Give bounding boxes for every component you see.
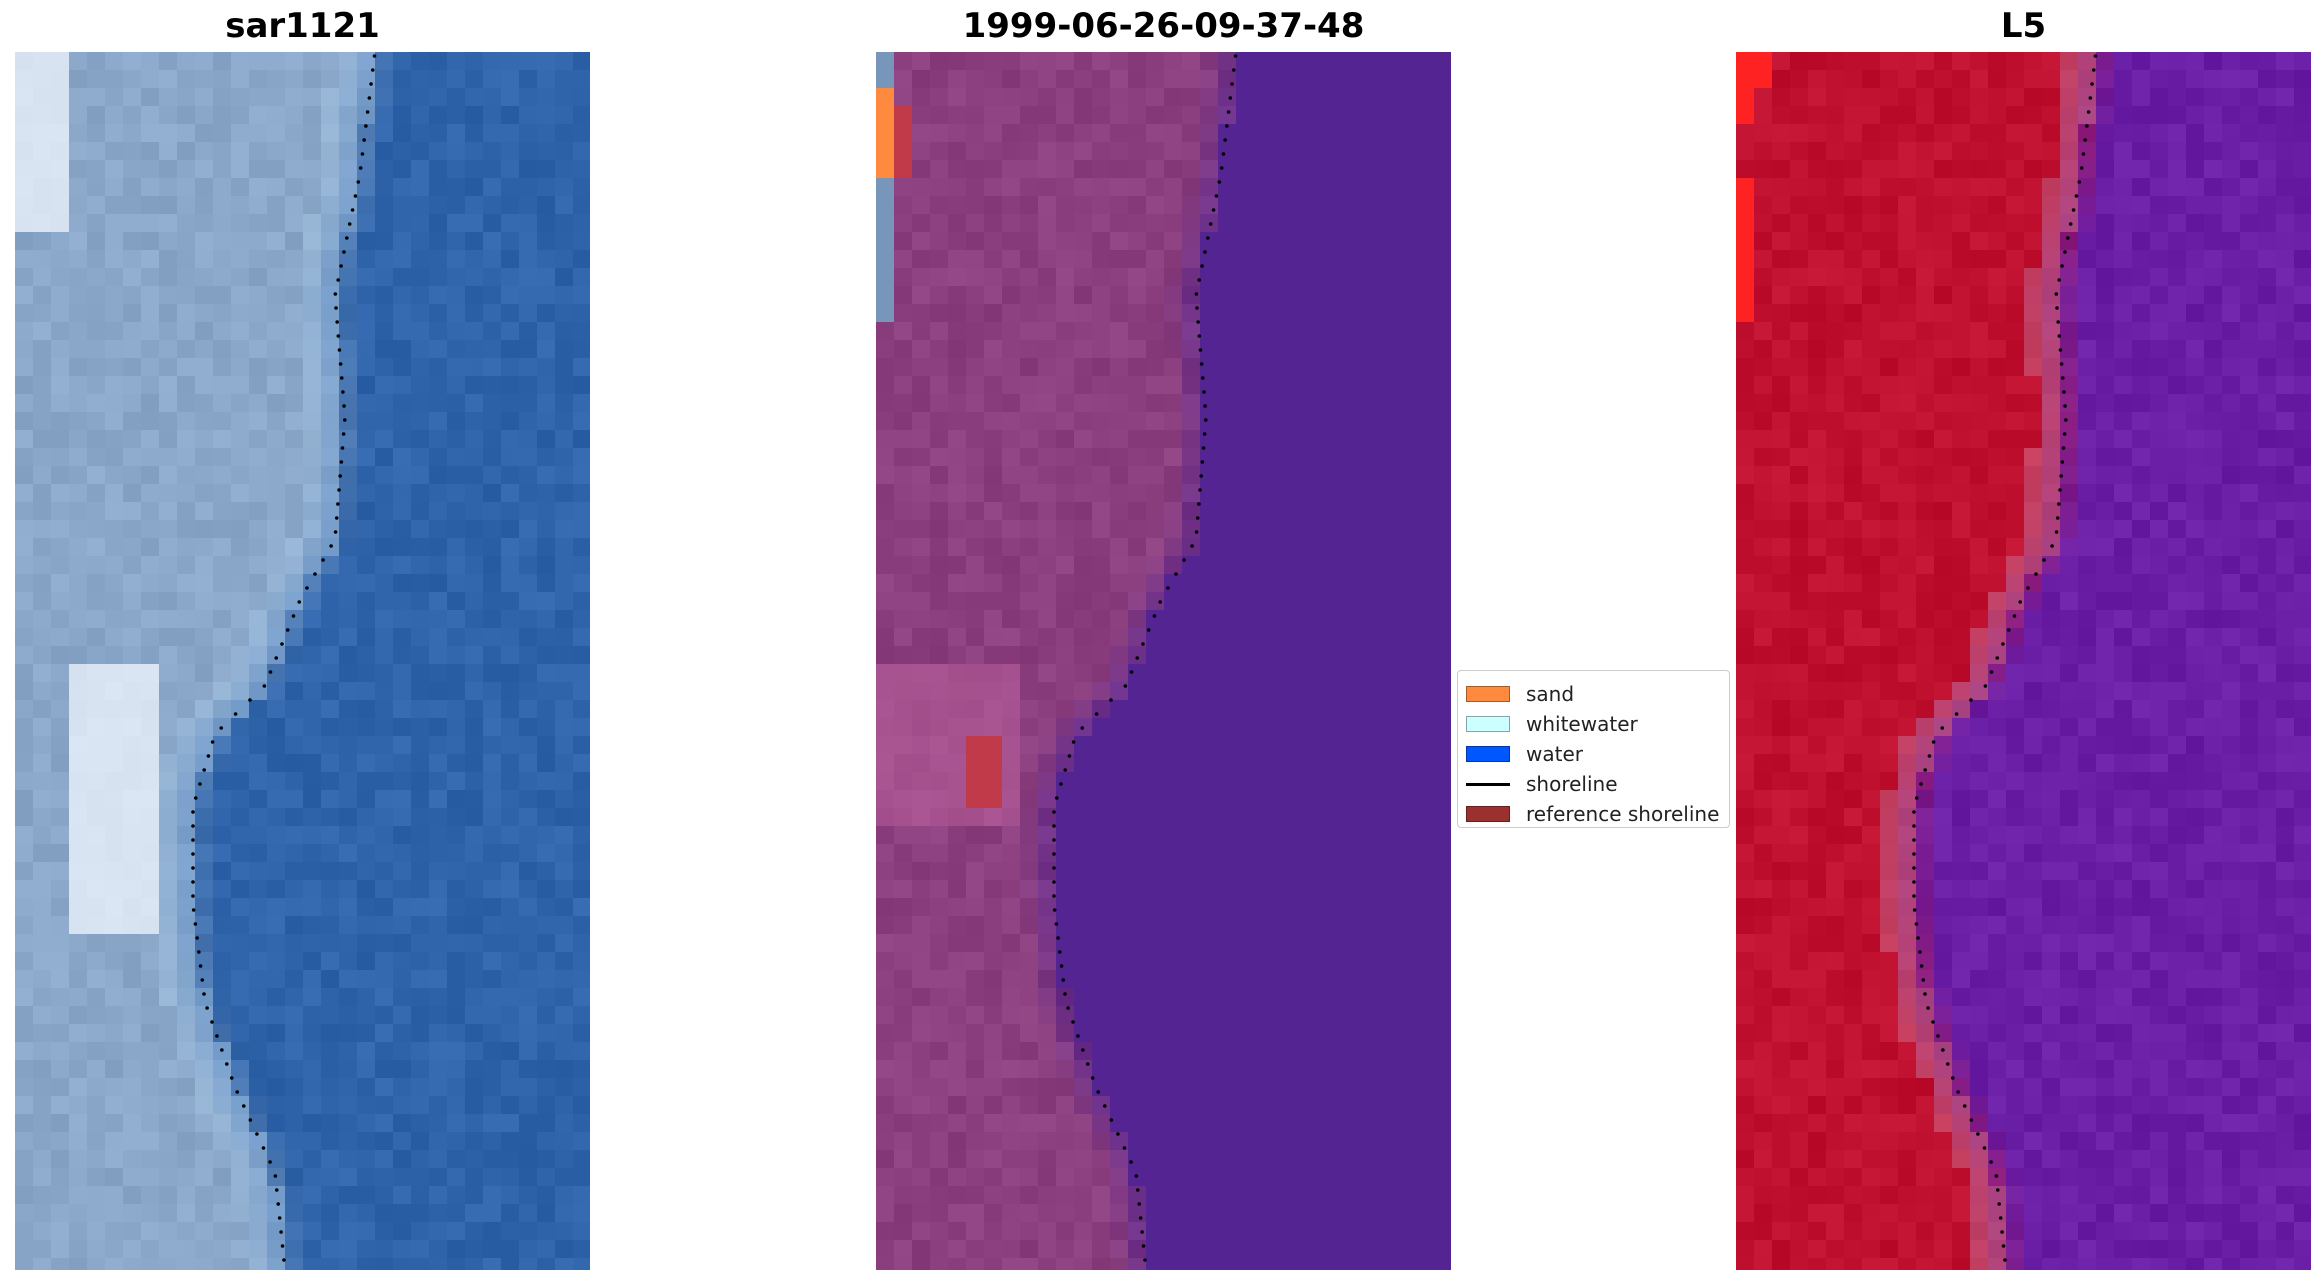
legend-item-sand: sand bbox=[1458, 679, 1729, 709]
classified-image-panel bbox=[876, 52, 1451, 1270]
legend-label-whitewater: whitewater bbox=[1526, 712, 1638, 736]
rgb-image-panel bbox=[15, 52, 590, 1270]
rgb-image bbox=[15, 52, 590, 1270]
rgb-pixels bbox=[15, 52, 590, 1270]
index-pixels bbox=[1736, 52, 2311, 1270]
legend-label-shoreline: shoreline bbox=[1526, 772, 1618, 796]
index-image-panel bbox=[1736, 52, 2311, 1270]
legend-item-water: water bbox=[1458, 739, 1729, 769]
legend-label-sand: sand bbox=[1526, 682, 1575, 706]
index-shoreline-dots bbox=[1912, 54, 2098, 1262]
legend-item-shoreline: shoreline bbox=[1458, 769, 1729, 799]
legend-label-reference-shoreline: reference shoreline bbox=[1526, 802, 1720, 826]
shoreline-swatch bbox=[1466, 782, 1510, 786]
legend-label-water: water bbox=[1526, 742, 1583, 766]
water-swatch bbox=[1466, 746, 1510, 762]
classified-shoreline-dots bbox=[1052, 54, 1238, 1262]
panel-title-rgb: sar1121 bbox=[225, 6, 380, 46]
index-image bbox=[1736, 52, 2311, 1270]
sand-swatch bbox=[1466, 686, 1510, 702]
panel-title-index: L5 bbox=[2000, 6, 2047, 46]
legend: sand whitewater water shoreline referenc… bbox=[1457, 670, 1730, 828]
classified-image bbox=[876, 52, 1451, 1270]
legend-item-whitewater: whitewater bbox=[1458, 709, 1729, 739]
whitewater-swatch bbox=[1466, 716, 1510, 732]
reference-shoreline-swatch bbox=[1466, 806, 1510, 822]
legend-item-reference-shoreline: reference shoreline bbox=[1458, 799, 1729, 829]
panel-title-classified: 1999-06-26-09-37-48 bbox=[962, 6, 1365, 46]
classified-pixels bbox=[876, 52, 1451, 1270]
rgb-shoreline-dots bbox=[191, 54, 377, 1262]
